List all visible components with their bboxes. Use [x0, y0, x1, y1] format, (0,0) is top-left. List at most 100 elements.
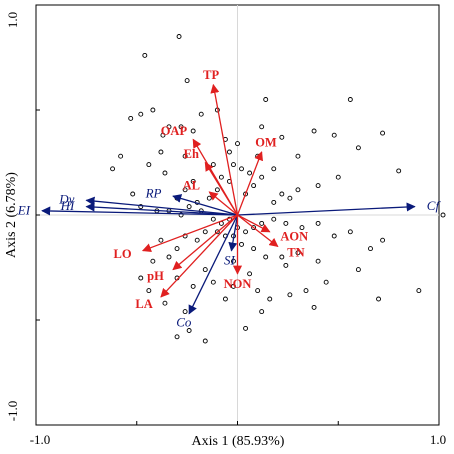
sample-point [247, 170, 253, 176]
sample-point [214, 187, 220, 193]
sample-point [239, 241, 244, 247]
env-label-lo: LO [114, 247, 132, 261]
env-arrow-tn [237, 214, 279, 248]
species-label-cf: Cf [427, 198, 442, 213]
sample-point [178, 124, 184, 130]
sample-point [235, 141, 240, 147]
sample-point [166, 124, 172, 130]
sample-point [186, 328, 192, 333]
env-arrow-eh [204, 161, 239, 216]
y-axis-title: Axis 2 (6.78%) [4, 172, 19, 258]
sample-point [299, 225, 305, 231]
env-arrow-la [160, 214, 238, 298]
sample-point [128, 115, 134, 121]
sample-point [303, 288, 309, 294]
sample-point [146, 288, 152, 294]
sample-point [182, 187, 188, 193]
sample-point [259, 174, 265, 180]
x-tick-label-max: 1.0 [430, 432, 446, 447]
sample-point [267, 296, 273, 302]
env-arrow-tp [210, 83, 239, 216]
species-arrow-ei [41, 206, 238, 216]
sample-point [271, 199, 277, 205]
sample-point [186, 204, 192, 210]
sample-point [202, 338, 208, 344]
sample-point [138, 275, 144, 281]
sample-point [138, 111, 144, 117]
env-label-om: OM [255, 136, 277, 150]
sample-point [295, 187, 301, 193]
sample-point [243, 325, 249, 331]
sample-point [416, 288, 422, 294]
sample-point [142, 52, 148, 58]
sample-point [331, 132, 337, 138]
sample-point [162, 170, 168, 176]
sample-point [315, 220, 321, 226]
x-axis-title: Axis 1 (85.93%) [192, 434, 285, 449]
sample-point [279, 134, 285, 140]
sample-point [150, 258, 156, 264]
env-label-ph: pH [147, 269, 164, 283]
sample-point [335, 174, 341, 180]
sample-point [331, 233, 337, 239]
sample-point [182, 309, 188, 315]
sample-point [368, 246, 373, 252]
sample-point [271, 166, 277, 172]
species-label-co: Co [176, 315, 192, 330]
sample-point [190, 283, 196, 289]
sample-point [315, 258, 321, 264]
sample-point [210, 216, 216, 222]
sample-point [146, 162, 152, 168]
env-label-oap: OAP [161, 124, 188, 138]
sample-point [160, 132, 166, 138]
sample-point [355, 145, 361, 151]
sample-point [206, 195, 212, 201]
species-arrow-rp [172, 194, 238, 216]
species-arrow-cf [237, 202, 416, 216]
species-label-dy: Dy [58, 191, 74, 206]
species-arrow-si [228, 214, 239, 252]
sample-point [440, 212, 446, 218]
sample-point [380, 130, 386, 136]
sample-point [222, 296, 228, 302]
sample-point [226, 149, 232, 155]
sample-point [218, 174, 224, 180]
y-tick-label-max: 1.0 [5, 12, 20, 28]
sample-point [347, 97, 353, 102]
sample-point [263, 254, 269, 260]
sample-point [396, 168, 402, 174]
sample-point [176, 34, 182, 39]
species-label-rp: RP [145, 185, 162, 200]
sample-point [259, 220, 265, 226]
sample-point [231, 258, 236, 264]
sample-point [194, 237, 200, 243]
sample-point [263, 97, 269, 102]
x-tick-label-min: -1.0 [30, 432, 51, 447]
sample-point [190, 128, 196, 134]
env-arrow-ph [172, 214, 238, 271]
env-label-tp: TP [203, 68, 219, 82]
sample-point [251, 246, 257, 252]
sample-point [198, 111, 204, 117]
species-arrow-co [188, 214, 239, 315]
sample-point [295, 153, 301, 159]
species-label-si: SI [224, 253, 236, 268]
sample-point [347, 229, 353, 235]
sample-point [182, 153, 188, 159]
environment-vectors: TP OAP Eh OM AL AON TN NON LO pH LA [114, 68, 309, 311]
sample-point [380, 237, 386, 243]
env-label-non: NON [224, 277, 252, 291]
sample-point [130, 191, 136, 197]
env-arrow-lo [141, 214, 238, 253]
sample-points [110, 34, 446, 344]
sample-point [295, 250, 301, 256]
species-label-ei: EI [17, 203, 31, 218]
sample-point [323, 279, 329, 285]
species-arrow-dy [85, 196, 238, 216]
sample-point [311, 128, 317, 134]
sample-point [251, 183, 257, 189]
env-label-tn: TN [287, 246, 304, 260]
sample-point [259, 124, 265, 130]
sample-point [158, 237, 164, 243]
